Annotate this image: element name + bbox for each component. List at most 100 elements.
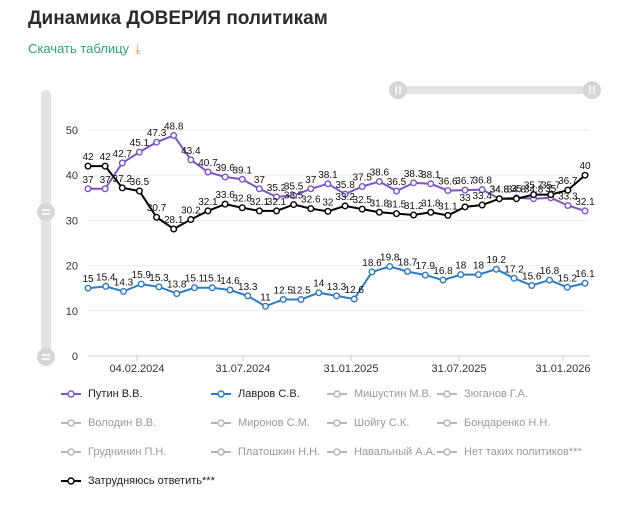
data-point[interactable] xyxy=(392,210,400,218)
data-point[interactable] xyxy=(238,175,246,183)
data-point[interactable] xyxy=(368,268,376,276)
legend-item[interactable]: Лавров С.В. xyxy=(210,388,300,400)
legend-item[interactable]: Затрудняюсь ответить*** xyxy=(60,475,215,487)
data-point[interactable] xyxy=(546,276,554,284)
data-point[interactable] xyxy=(350,295,358,303)
data-point[interactable] xyxy=(461,203,469,211)
data-point[interactable] xyxy=(421,271,429,279)
data-point[interactable] xyxy=(153,138,161,146)
data-point[interactable] xyxy=(427,208,435,216)
legend-item[interactable]: Груднинин П.Н. xyxy=(60,446,166,458)
data-point[interactable] xyxy=(386,263,394,271)
horizontal-range-handle[interactable] xyxy=(583,81,601,99)
data-point[interactable] xyxy=(564,201,572,209)
data-point[interactable] xyxy=(255,207,263,215)
data-point[interactable] xyxy=(255,185,263,193)
data-point[interactable] xyxy=(221,200,229,208)
data-point[interactable] xyxy=(564,186,572,194)
data-point[interactable] xyxy=(427,180,435,188)
data-point[interactable] xyxy=(439,276,447,284)
download-table-link[interactable]: Скачать таблицу ⤓ xyxy=(28,41,140,57)
data-point[interactable] xyxy=(84,162,92,170)
vertical-range-handle[interactable] xyxy=(37,348,55,366)
data-point[interactable] xyxy=(461,186,469,194)
data-point[interactable] xyxy=(119,287,127,295)
legend-item[interactable]: Володин В.В. xyxy=(60,417,156,429)
data-point[interactable] xyxy=(563,283,571,291)
data-point[interactable] xyxy=(273,193,281,201)
legend-item[interactable]: Шойгу С.К. xyxy=(326,417,409,429)
data-point[interactable] xyxy=(135,187,143,195)
data-point[interactable] xyxy=(84,185,92,193)
data-point[interactable] xyxy=(190,284,198,292)
data-point[interactable] xyxy=(137,280,145,288)
data-point[interactable] xyxy=(444,211,452,219)
data-point[interactable] xyxy=(341,202,349,210)
data-point[interactable] xyxy=(84,284,92,292)
data-point[interactable] xyxy=(187,156,195,164)
data-point[interactable] xyxy=(478,186,486,194)
horizontal-range-track[interactable] xyxy=(398,86,592,94)
data-point[interactable] xyxy=(170,225,178,233)
data-point[interactable] xyxy=(512,195,520,203)
data-point[interactable] xyxy=(244,292,252,300)
data-point[interactable] xyxy=(495,195,503,203)
range-sliders[interactable] xyxy=(37,81,601,366)
data-point[interactable] xyxy=(204,168,212,176)
data-point[interactable] xyxy=(102,282,110,290)
data-point[interactable] xyxy=(547,191,555,199)
data-point[interactable] xyxy=(118,159,126,167)
legend-item[interactable]: Мишустин М.В. xyxy=(326,388,432,400)
legend-item[interactable]: Навальный А.А. xyxy=(326,446,436,458)
data-point[interactable] xyxy=(581,207,589,215)
data-point[interactable] xyxy=(324,207,332,215)
data-point[interactable] xyxy=(528,281,536,289)
data-point[interactable] xyxy=(410,211,418,219)
data-point[interactable] xyxy=(204,207,212,215)
data-point[interactable] xyxy=(410,179,418,187)
data-point[interactable] xyxy=(478,201,486,209)
data-point[interactable] xyxy=(290,192,298,200)
data-point[interactable] xyxy=(262,302,270,310)
data-point[interactable] xyxy=(358,182,366,190)
legend-item[interactable]: Миронов С.М. xyxy=(210,417,310,429)
data-point[interactable] xyxy=(341,190,349,198)
data-point[interactable] xyxy=(307,205,315,213)
legend-item[interactable]: Платошкин Н.Н. xyxy=(210,446,320,458)
data-point[interactable] xyxy=(118,184,126,192)
data-point[interactable] xyxy=(404,267,412,275)
data-point[interactable] xyxy=(444,187,452,195)
data-point[interactable] xyxy=(208,284,216,292)
data-point[interactable] xyxy=(375,178,383,186)
data-point[interactable] xyxy=(279,296,287,304)
data-point[interactable] xyxy=(187,215,195,223)
data-point[interactable] xyxy=(581,171,589,179)
data-point[interactable] xyxy=(333,292,341,300)
vertical-range-track[interactable] xyxy=(41,90,51,360)
data-point[interactable] xyxy=(135,148,143,156)
data-point[interactable] xyxy=(324,180,332,188)
horizontal-range-handle[interactable] xyxy=(389,81,407,99)
data-point[interactable] xyxy=(581,279,589,287)
data-point[interactable] xyxy=(457,271,465,279)
legend-item[interactable]: Бондаренко Н.Н. xyxy=(436,417,550,429)
data-point[interactable] xyxy=(153,213,161,221)
data-point[interactable] xyxy=(475,271,483,279)
legend-item[interactable]: Путин В.В. xyxy=(60,388,143,400)
legend-item[interactable]: Нет таких политиков*** xyxy=(436,446,582,458)
legend-item[interactable]: Зюганов Г.А. xyxy=(436,388,528,400)
data-point[interactable] xyxy=(358,205,366,213)
data-point[interactable] xyxy=(307,185,315,193)
data-point[interactable] xyxy=(315,289,323,297)
data-point[interactable] xyxy=(238,204,246,212)
data-point[interactable] xyxy=(510,274,518,282)
vertical-range-handle[interactable] xyxy=(37,203,55,221)
data-point[interactable] xyxy=(297,296,305,304)
data-point[interactable] xyxy=(530,191,538,199)
data-point[interactable] xyxy=(392,187,400,195)
data-point[interactable] xyxy=(173,290,181,298)
data-point[interactable] xyxy=(101,162,109,170)
data-point[interactable] xyxy=(492,265,500,273)
data-point[interactable] xyxy=(290,201,298,209)
data-point[interactable] xyxy=(170,131,178,139)
